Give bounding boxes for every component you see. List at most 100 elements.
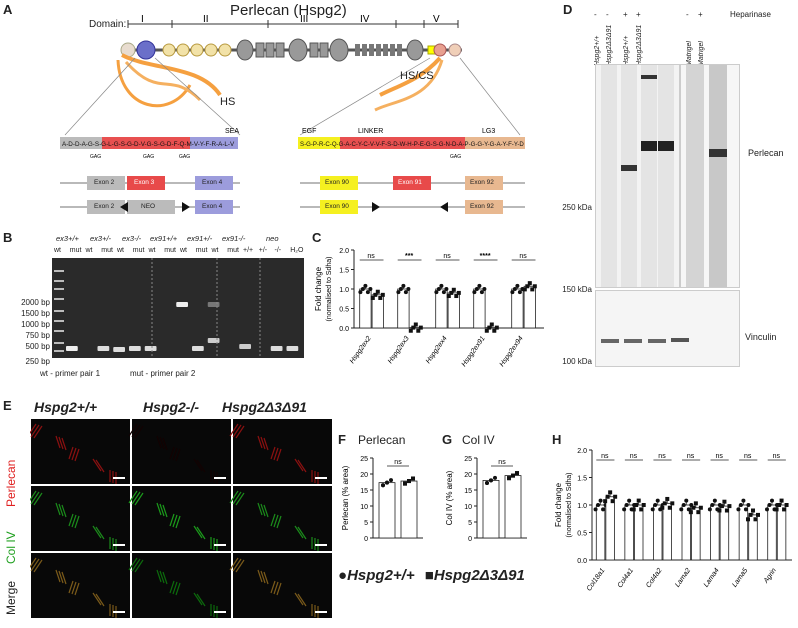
marker-250kda: 250 kDa — [548, 203, 592, 212]
sea-label: SEA — [225, 128, 239, 135]
category-label: Hspg2ex94 — [499, 335, 525, 368]
data-point — [727, 504, 731, 508]
data-point — [632, 507, 636, 511]
data-point — [434, 290, 438, 294]
col-header-d3d91: Hspg2Δ3Δ91 — [222, 399, 307, 415]
pcr-band — [287, 346, 299, 351]
data-point — [363, 284, 367, 288]
row-labels: Perlecan Col IV Merge — [4, 418, 28, 618]
data-point — [722, 500, 726, 504]
category-label: Lama2 — [674, 567, 692, 589]
significance-label: ns — [687, 453, 695, 460]
bar — [505, 476, 521, 538]
panel-label-b: B — [3, 230, 12, 245]
lane-label: mut — [196, 247, 208, 254]
y-tick-label: 25 — [464, 456, 472, 463]
primer-legend-wt: wt - primer pair 1 — [40, 369, 100, 378]
category-label: Hspg2ex3 — [387, 335, 411, 365]
heparinase-sign: + — [623, 10, 628, 19]
micrograph-grid — [30, 418, 333, 620]
exon-3-top: Exon 3 — [134, 179, 154, 186]
western-blot-matrigel — [680, 64, 740, 288]
data-point — [442, 290, 446, 294]
pcr-band — [66, 346, 78, 351]
y-axis-label-sub: (normalised to Sdha) — [566, 473, 573, 538]
data-point — [596, 503, 600, 507]
data-point — [444, 287, 448, 291]
perlecan-band-label: Perlecan — [748, 148, 784, 158]
exon-2-top: Exon 2 — [94, 179, 114, 186]
gag-label-2: GAG — [143, 154, 154, 160]
data-point — [653, 503, 657, 507]
lane-label: +/- — [259, 247, 267, 254]
data-point — [406, 287, 410, 291]
heparinase-sign: - — [686, 10, 689, 19]
group-ex3-wt: ex3+/+ — [56, 234, 79, 243]
exon-92-top: Exon 92 — [470, 179, 494, 186]
data-point — [782, 507, 786, 511]
significance-label: ns — [498, 459, 506, 466]
pcr-band — [239, 344, 251, 349]
y-axis-label: Col IV (% area) — [445, 470, 454, 525]
data-point — [756, 513, 760, 517]
scale-bar — [214, 544, 226, 546]
marker-250: 250 bp — [8, 357, 50, 366]
heparinase-sign: + — [636, 10, 641, 19]
bar — [739, 505, 748, 560]
bar — [720, 506, 729, 560]
data-point — [480, 290, 484, 294]
data-point — [611, 499, 615, 503]
western-lane-label: Matrigel — [698, 22, 705, 66]
data-point — [490, 322, 494, 326]
ladder-band — [54, 330, 64, 332]
lane-label: H₂O — [290, 247, 303, 254]
significance-label: ns — [367, 253, 375, 260]
y-tick-label: 0.5 — [577, 531, 587, 538]
bar — [634, 505, 643, 560]
y-tick-label: 25 — [360, 456, 368, 463]
data-point — [627, 499, 631, 503]
marker-150kda: 150 kDa — [548, 285, 592, 294]
lane-label: mut — [133, 247, 145, 254]
perlecan-domain-schematic: I II III IV V A-D-D-A-G-S-G-L-G-S-G-D-V-… — [0, 0, 560, 230]
data-point — [637, 499, 641, 503]
panel-f-title: Perlecan — [358, 433, 405, 447]
panel-label-e: E — [3, 398, 12, 413]
data-point — [710, 503, 714, 507]
panel-g-title: Col IV — [462, 433, 495, 447]
category-label: Agrin — [762, 567, 778, 585]
panel-label-g: G — [442, 432, 452, 447]
significance-label: **** — [480, 253, 491, 260]
domain-ii: II — [203, 14, 209, 25]
pcr-band — [98, 346, 110, 351]
data-point — [507, 476, 511, 480]
hs-label: HS — [220, 96, 235, 108]
bar — [436, 289, 447, 328]
bar — [398, 289, 409, 328]
group-ex3-ko: ex3-/- — [122, 234, 141, 243]
vinculin-band-label: Vinculin — [745, 332, 776, 342]
data-point — [775, 507, 779, 511]
data-point — [399, 287, 403, 291]
lane-label: wt — [117, 247, 124, 254]
micrograph-tile — [132, 419, 231, 484]
pcr-band — [208, 338, 220, 343]
panel-label-f: F — [338, 432, 346, 447]
scale-bar — [113, 544, 125, 546]
data-point — [396, 290, 400, 294]
marker-750: 750 bp — [8, 331, 50, 340]
data-point — [385, 481, 389, 485]
exon-4-top: Exon 4 — [202, 179, 222, 186]
data-point — [601, 507, 605, 511]
y-axis-label: Fold change — [554, 482, 563, 527]
sequence-left: A-D-D-A-G-S-G-L-G-S-G-D-V-G-S-G-D-F-Q-M-… — [62, 141, 235, 148]
micrograph-tile — [31, 419, 130, 484]
domain-iv: IV — [360, 14, 370, 25]
category-label: Col4a1 — [617, 567, 636, 589]
micrograph-tile — [132, 486, 231, 551]
bar — [474, 289, 485, 328]
data-point — [594, 507, 598, 511]
significance-label: *** — [405, 253, 413, 260]
y-tick-label: 20 — [464, 472, 472, 479]
